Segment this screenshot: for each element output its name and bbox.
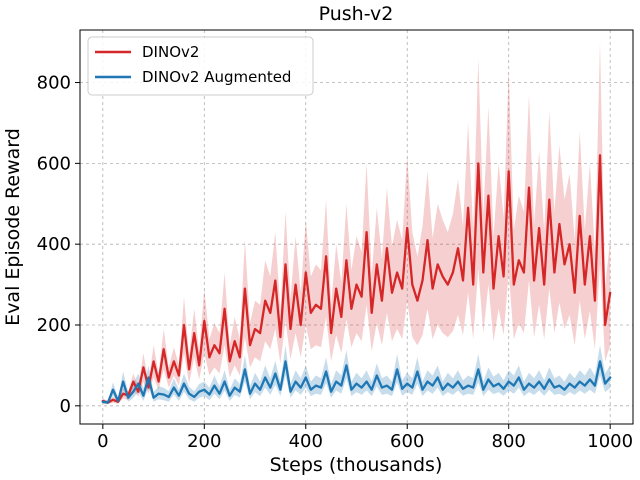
- y-tick-label: 200: [37, 315, 71, 336]
- x-tick-label: 600: [390, 431, 424, 452]
- line-layer: [101, 154, 612, 404]
- legend-label-dinov2: DINOv2: [142, 43, 199, 61]
- x-tick-label: 800: [492, 431, 526, 452]
- x-axis-label: Steps (thousands): [270, 454, 443, 476]
- x-tick-label: 400: [289, 431, 323, 452]
- legend: DINOv2 DINOv2 Augmented: [87, 36, 314, 96]
- series-band-dinov2: [102, 42, 611, 405]
- series-line-dinov2-augmented: [101, 360, 612, 404]
- y-tick-label: 400: [37, 234, 71, 255]
- legend-label-dinov2-augmented: DINOv2 Augmented: [142, 68, 291, 86]
- y-axis-label: Eval Episode Reward: [2, 128, 24, 326]
- series-line-dinov2: [101, 154, 612, 404]
- tick-layer: 0 200 400 600 800 1000 0 200 400 600 800: [37, 73, 633, 452]
- y-tick-label: 0: [60, 396, 71, 417]
- plot-frame: [79, 29, 634, 425]
- y-tick-label: 600: [37, 153, 71, 174]
- x-tick-label: 200: [187, 431, 221, 452]
- chart-title: Push-v2: [319, 3, 394, 25]
- y-tick-label: 800: [37, 73, 71, 94]
- x-tick-label: 0: [97, 431, 108, 452]
- legend-box: [87, 36, 314, 96]
- x-tick-label: 1000: [587, 431, 633, 452]
